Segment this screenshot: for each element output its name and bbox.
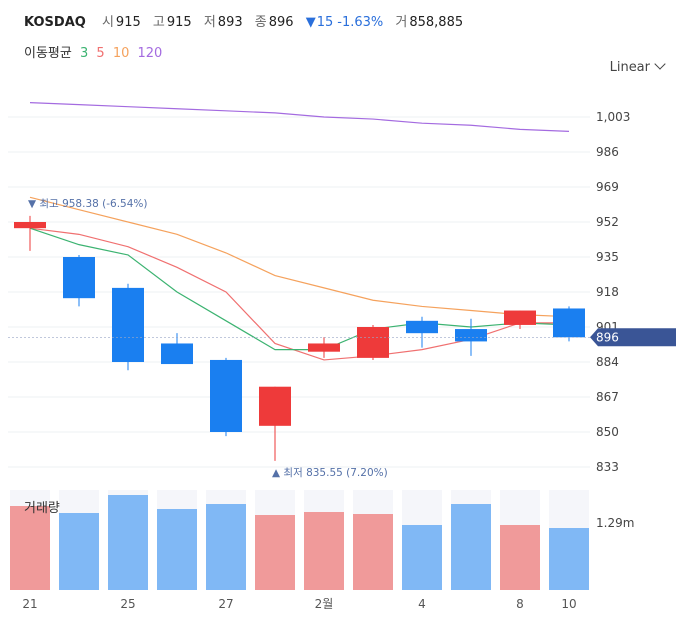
volume-value: 858,885 (409, 15, 464, 30)
ma-label: 이동평균 (24, 46, 72, 61)
open-value: 915 (115, 15, 141, 30)
candle-body (504, 310, 536, 325)
x-tick-label: 8 (516, 597, 524, 611)
volume-bar (549, 528, 589, 590)
ma10-line (29, 196, 570, 318)
open-label: 시 (101, 15, 114, 30)
change-value: 15 (316, 15, 334, 30)
volume-bar (255, 515, 295, 590)
scale-selector[interactable]: Linear (609, 58, 666, 75)
ma3-line (29, 227, 570, 351)
volume-label: 거 (395, 15, 408, 30)
x-tick-label: 21 (22, 597, 37, 611)
low-label: 저 (203, 15, 216, 30)
quote-header: KOSDAQ 시 915 고 915 저 893 종 896 ▼15 -1.63% 거 85… (24, 11, 471, 30)
ma5-line (29, 227, 569, 361)
close-label: 종 (254, 15, 267, 30)
change-percent: -1.63% (337, 15, 384, 30)
volume-bar (108, 495, 148, 590)
volume-bar (402, 525, 442, 590)
scale-label: Linear (609, 60, 650, 75)
y-tick-label: 952 (596, 215, 619, 229)
current-price-label: 896 (596, 330, 619, 344)
y-tick-label: 850 (596, 425, 619, 439)
candle-body (210, 359, 242, 432)
low-annotation: ▲ 최저 835.55 (7.20%) (272, 467, 388, 479)
candle-body (161, 343, 193, 365)
ma-period-120[interactable]: 120 (137, 46, 163, 61)
x-tick-label: 25 (120, 597, 135, 611)
volume-axis-label: 1.29m (596, 516, 634, 530)
candle-body (406, 320, 438, 334)
y-tick-label: 969 (596, 180, 619, 194)
y-tick-label: 918 (596, 285, 619, 299)
y-tick-label: 867 (596, 390, 619, 404)
current-price-tag (590, 328, 676, 347)
high-annotation: ▼ 최고 958.38 (-6.54%) (28, 198, 148, 210)
low-value: 893 (217, 15, 243, 30)
candle-body (14, 222, 46, 229)
ma120-line (29, 101, 570, 133)
candle-body (357, 327, 389, 358)
close-value: 896 (268, 15, 294, 30)
y-tick-label: 935 (596, 250, 619, 264)
volume-bar (59, 513, 99, 590)
volume-bar (206, 504, 246, 590)
y-tick-label: 833 (596, 460, 619, 474)
ma-period-10[interactable]: 10 (112, 46, 130, 61)
change-arrow-icon: ▼ (305, 15, 316, 30)
ma-period-5[interactable]: 5 (96, 46, 105, 61)
x-tick-label: 10 (561, 597, 576, 611)
volume-bar (157, 509, 197, 590)
y-tick-label: 1,003 (596, 110, 630, 124)
candle-body (112, 287, 144, 362)
candle-body (259, 386, 291, 426)
moving-average-legend: 이동평균 3 5 10 120 (24, 42, 166, 61)
symbol-name: KOSDAQ (24, 15, 86, 30)
volume-bar (10, 506, 50, 590)
x-tick-label: 2월 (315, 597, 334, 611)
candle-body (455, 329, 487, 342)
y-tick-label: 986 (596, 145, 619, 159)
candle-body (63, 257, 95, 299)
ma-period-3[interactable]: 3 (79, 46, 89, 61)
x-tick-label: 27 (218, 597, 233, 611)
high-value: 915 (166, 15, 192, 30)
volume-bar (353, 514, 393, 590)
x-tick-label: 4 (418, 597, 426, 611)
volume-panel-label: 거래량 (24, 501, 60, 516)
candle-body (553, 308, 585, 338)
volume-bar (304, 512, 344, 590)
candle-body (308, 343, 340, 352)
y-tick-label: 884 (596, 355, 619, 369)
high-label: 고 (152, 15, 165, 30)
volume-bar (500, 525, 540, 590)
volume-bar (451, 504, 491, 590)
